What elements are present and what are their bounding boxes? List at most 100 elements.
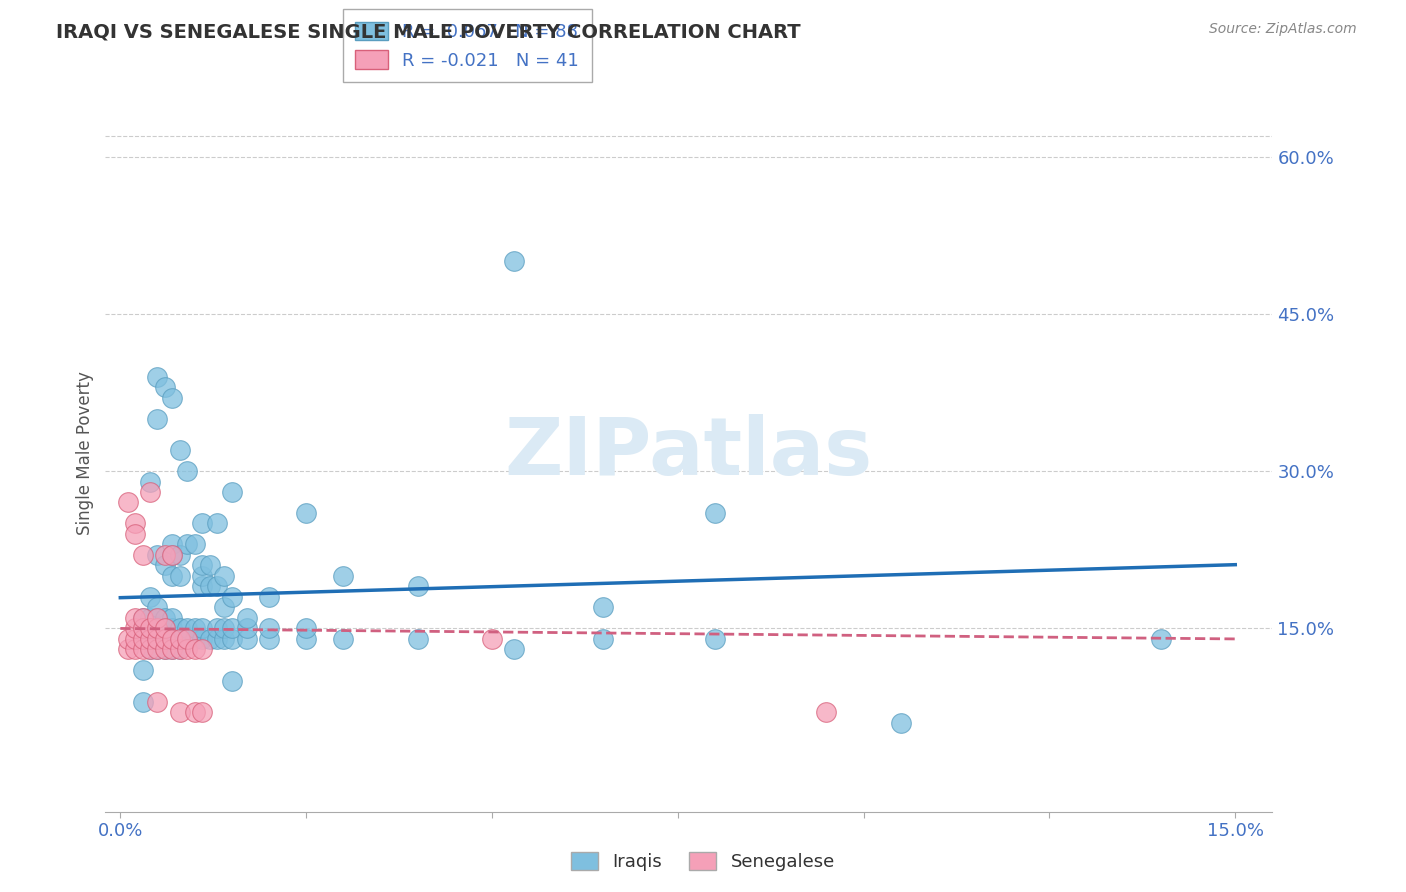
Point bbox=[131, 548, 153, 562]
Legend: Iraqis, Senegalese: Iraqis, Senegalese bbox=[564, 845, 842, 879]
Point bbox=[124, 516, 146, 531]
Point bbox=[257, 590, 280, 604]
Point bbox=[139, 642, 162, 657]
Point bbox=[214, 621, 236, 635]
Point bbox=[124, 527, 146, 541]
Point bbox=[235, 632, 257, 646]
Point bbox=[257, 621, 280, 635]
Point bbox=[815, 705, 838, 719]
Point bbox=[214, 569, 236, 583]
Point bbox=[503, 642, 526, 657]
Point bbox=[131, 695, 153, 709]
Point bbox=[890, 715, 912, 730]
Point bbox=[153, 642, 176, 657]
Point bbox=[162, 632, 184, 646]
Point bbox=[162, 537, 184, 551]
Point bbox=[153, 548, 176, 562]
Point bbox=[176, 537, 198, 551]
Point bbox=[153, 380, 176, 394]
Point bbox=[153, 632, 176, 646]
Point bbox=[406, 579, 429, 593]
Point bbox=[704, 506, 727, 520]
Point bbox=[205, 632, 228, 646]
Point bbox=[146, 695, 169, 709]
Point bbox=[221, 485, 243, 500]
Point bbox=[117, 495, 139, 509]
Point bbox=[191, 569, 214, 583]
Point bbox=[139, 590, 162, 604]
Text: Source: ZipAtlas.com: Source: ZipAtlas.com bbox=[1209, 22, 1357, 37]
Point bbox=[176, 632, 198, 646]
Point bbox=[139, 632, 162, 646]
Point bbox=[124, 611, 146, 625]
Point bbox=[169, 642, 191, 657]
Point bbox=[198, 579, 221, 593]
Point bbox=[191, 516, 214, 531]
Point bbox=[295, 632, 318, 646]
Point bbox=[221, 673, 243, 688]
Point bbox=[162, 621, 184, 635]
Point bbox=[183, 632, 205, 646]
Point bbox=[162, 642, 184, 657]
Point bbox=[139, 621, 162, 635]
Point bbox=[162, 569, 184, 583]
Y-axis label: Single Male Poverty: Single Male Poverty bbox=[76, 371, 94, 534]
Point bbox=[131, 611, 153, 625]
Point bbox=[162, 611, 184, 625]
Point bbox=[406, 632, 429, 646]
Point bbox=[503, 254, 526, 268]
Point bbox=[153, 621, 176, 635]
Point bbox=[198, 558, 221, 573]
Point bbox=[169, 632, 191, 646]
Point bbox=[146, 611, 169, 625]
Point bbox=[153, 632, 176, 646]
Point bbox=[191, 621, 214, 635]
Point bbox=[214, 632, 236, 646]
Point bbox=[183, 705, 205, 719]
Point bbox=[205, 516, 228, 531]
Point bbox=[205, 579, 228, 593]
Point bbox=[169, 548, 191, 562]
Point bbox=[169, 705, 191, 719]
Point bbox=[183, 537, 205, 551]
Point bbox=[146, 621, 169, 635]
Point bbox=[169, 632, 191, 646]
Point bbox=[592, 632, 614, 646]
Point bbox=[162, 632, 184, 646]
Point bbox=[131, 621, 153, 635]
Point bbox=[131, 621, 153, 635]
Point bbox=[153, 621, 176, 635]
Point bbox=[117, 632, 139, 646]
Point bbox=[221, 632, 243, 646]
Point bbox=[169, 642, 191, 657]
Point bbox=[592, 600, 614, 615]
Point bbox=[332, 632, 354, 646]
Point bbox=[146, 600, 169, 615]
Point bbox=[146, 621, 169, 635]
Point bbox=[139, 611, 162, 625]
Point bbox=[1150, 632, 1173, 646]
Point bbox=[131, 632, 153, 646]
Point bbox=[162, 548, 184, 562]
Point bbox=[169, 443, 191, 458]
Point bbox=[295, 506, 318, 520]
Point bbox=[295, 621, 318, 635]
Point bbox=[221, 621, 243, 635]
Point bbox=[205, 621, 228, 635]
Point bbox=[481, 632, 503, 646]
Point bbox=[153, 611, 176, 625]
Point bbox=[169, 621, 191, 635]
Point bbox=[146, 369, 169, 384]
Point bbox=[191, 558, 214, 573]
Point bbox=[704, 632, 727, 646]
Point bbox=[162, 642, 184, 657]
Legend: R =  0.067   N = 88, R = -0.021   N = 41: R = 0.067 N = 88, R = -0.021 N = 41 bbox=[343, 9, 592, 82]
Point bbox=[176, 621, 198, 635]
Point bbox=[176, 642, 198, 657]
Point bbox=[146, 642, 169, 657]
Point bbox=[176, 632, 198, 646]
Point bbox=[183, 642, 205, 657]
Text: ZIPatlas: ZIPatlas bbox=[505, 414, 873, 491]
Point bbox=[191, 705, 214, 719]
Point bbox=[146, 642, 169, 657]
